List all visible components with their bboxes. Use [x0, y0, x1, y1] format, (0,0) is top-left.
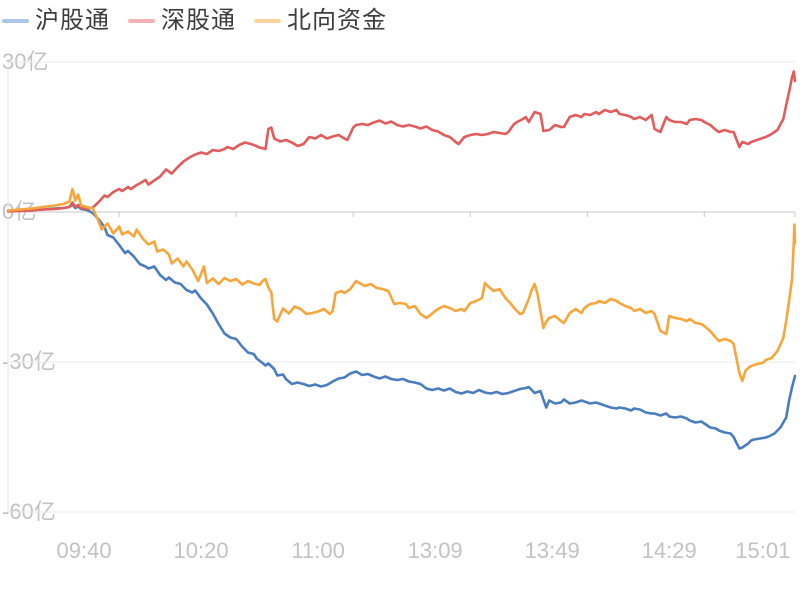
x-axis-label: 10:20 [173, 538, 229, 563]
legend-label: 深股通 [161, 7, 236, 34]
series-line-深股通[interactable] [6, 70, 797, 213]
legend-label: 北向资金 [287, 7, 387, 34]
x-axis-label: 13:49 [524, 538, 580, 563]
legend-item-hugutong[interactable]: 沪股通 [2, 6, 110, 36]
legend-item-shengutong[interactable]: 深股通 [128, 6, 236, 36]
x-axis-label: 11:00 [291, 538, 345, 563]
x-axis-label: 13:09 [407, 538, 463, 563]
x-axis-label: 14:29 [641, 538, 697, 563]
chart-legend: 沪股通 深股通 北向资金 [2, 6, 405, 36]
x-axis-label: 15:01 [735, 538, 791, 563]
series-line-沪股通[interactable] [6, 203, 797, 450]
line-series-icon [128, 19, 155, 23]
series-line-北向资金[interactable] [6, 187, 797, 383]
legend-label: 沪股通 [35, 7, 110, 34]
legend-item-beixiangzijin[interactable]: 北向资金 [254, 6, 387, 36]
line-series-icon [2, 19, 29, 23]
x-axis-label: 09:40 [56, 538, 112, 563]
line-series-icon [254, 19, 281, 23]
